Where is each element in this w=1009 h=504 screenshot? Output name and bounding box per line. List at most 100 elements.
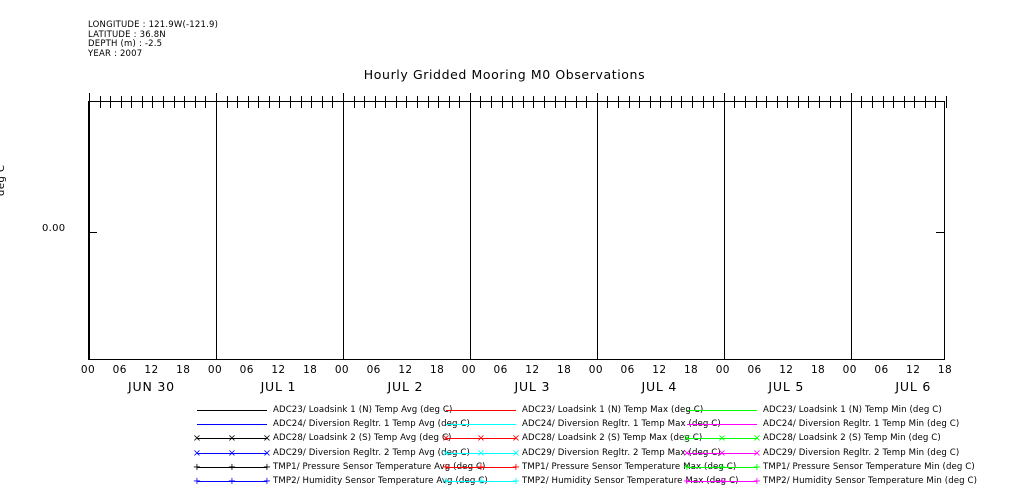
x-axis-tick (744, 102, 746, 108)
x-axis-tick (681, 96, 683, 102)
plus-marker-icon: + (476, 476, 486, 487)
x-axis-tick (448, 102, 450, 108)
x-axis-tick (543, 96, 545, 102)
x-axis-tick (713, 96, 715, 102)
legend-line-sample (197, 424, 267, 426)
x-axis-tick (914, 96, 916, 102)
cross-marker-icon: × (227, 447, 237, 459)
day-separator-line (342, 102, 344, 359)
x-axis-tick (533, 96, 535, 102)
x-axis-tick (702, 96, 704, 102)
x-axis-tick (141, 96, 143, 102)
x-axis-hour-label: 12 (652, 364, 667, 376)
legend-line-sample (687, 410, 757, 411)
x-axis-tick (290, 102, 292, 108)
x-axis-tick (311, 102, 313, 108)
plus-marker-icon: + (227, 461, 237, 473)
x-axis-tick (364, 96, 366, 102)
x-axis-tick (395, 96, 397, 102)
x-axis-tick (744, 96, 746, 102)
x-axis-tick (279, 96, 281, 102)
x-axis-hour-label: 00 (715, 364, 730, 376)
x-axis-tick (819, 102, 821, 108)
x-axis-tick (89, 93, 90, 102)
plus-marker-icon: + (752, 461, 762, 473)
x-axis-tick (205, 96, 207, 102)
x-axis-tick (131, 102, 133, 108)
x-axis-tick (893, 102, 895, 108)
x-axis-tick (385, 96, 387, 102)
x-axis-hour-label: 18 (430, 364, 445, 376)
x-axis-tick (586, 102, 588, 108)
chart-legend: ADC23/ Loadsink 1 (N) Temp Avg (deg C) AD… (193, 404, 997, 496)
day-separator-line (469, 102, 471, 359)
legend-line-sample (197, 466, 267, 468)
plus-marker-icon: + (262, 461, 272, 473)
legend-label: ADC24/ Diversion Regltr. 1 Temp Min (deg… (763, 419, 960, 430)
x-axis-tick (469, 93, 471, 102)
cross-marker-icon: × (717, 447, 727, 459)
cross-marker-icon: × (511, 433, 521, 445)
x-axis-tick (543, 102, 545, 108)
legend-label: ADC29/ Diversion Regltr. 2 Temp Max (deg… (522, 447, 721, 458)
x-axis-tick (427, 102, 429, 108)
x-axis-tick (776, 96, 778, 102)
x-axis-hour-label: 06 (493, 364, 508, 376)
legend-marker-group: × × × (442, 447, 520, 461)
y-axis-tick-label: 0.00 (42, 223, 66, 234)
x-axis-tick (501, 102, 503, 108)
chart-title: Hourly Gridded Mooring M0 Observations (363, 67, 646, 82)
legend-row: + + + TMP2/ Humidity Sensor Temperature Avg… (193, 475, 997, 489)
cross-marker-icon: × (441, 433, 451, 445)
cross-marker-icon: × (476, 447, 486, 459)
x-axis-tick (649, 96, 651, 102)
plus-marker-icon: + (441, 461, 451, 473)
x-axis-tick (512, 96, 514, 102)
x-axis-tick (776, 102, 778, 108)
x-axis-hour-label: 18 (557, 364, 572, 376)
x-axis-tick (205, 102, 207, 108)
plot-area (88, 93, 947, 360)
x-axis-tick (882, 102, 884, 108)
x-axis-hour-label: 12 (906, 364, 921, 376)
x-axis-tick (829, 102, 831, 108)
x-axis-hour-label: 06 (747, 364, 762, 376)
legend-label: TMP1/ Pressure Sensor Temperature Avg (d… (273, 461, 486, 472)
year-text: YEAR : 2007 (88, 48, 143, 59)
legend-line-sample (687, 466, 757, 468)
legend-marker-group: + + + (442, 475, 520, 489)
day-separator-line (723, 102, 725, 359)
x-axis-day-label: JUL 3 (514, 379, 551, 394)
x-axis-tick (226, 102, 228, 108)
x-axis-tick (194, 102, 196, 108)
x-axis-tick (713, 102, 715, 108)
legend-line-sample (197, 438, 267, 440)
legend-label: TMP2/ Humidity Sensor Temperature Avg (d… (273, 476, 488, 486)
x-axis-tick (565, 96, 567, 102)
x-axis-tick (618, 96, 619, 102)
x-axis-tick (141, 102, 143, 108)
x-axis-hour-label: 00 (334, 364, 350, 376)
x-axis-hour-label: 12 (398, 364, 413, 376)
x-axis-tick (914, 102, 916, 108)
x-axis-tick (660, 102, 662, 108)
x-axis-day-label: JUL 5 (768, 379, 805, 394)
x-axis-tick (607, 102, 609, 108)
legend-marker-group: × × × (683, 447, 761, 461)
x-axis-day-labels: JUN 30 JUL 1 JUL 2 JUL 3 JUL 4 JUL 5 JUL 6 (88, 379, 945, 394)
legend-label: ADC24/ Diversion Regltr. 1 Temp Avg (deg… (273, 419, 470, 430)
x-axis-tick (258, 96, 260, 102)
x-axis-tick (385, 102, 387, 108)
x-axis-tick (565, 102, 567, 108)
x-axis-hour-label: 00 (207, 364, 223, 376)
x-axis-tick (522, 102, 524, 108)
x-axis-tick (766, 102, 768, 108)
x-axis-hour-label: 00 (842, 364, 857, 376)
plus-marker-icon: + (682, 476, 692, 487)
legend-line-sample (687, 424, 757, 426)
x-axis-tick (406, 96, 408, 102)
x-axis-tick (416, 102, 418, 108)
x-axis-tick (829, 96, 831, 102)
x-axis-tick (692, 102, 694, 108)
x-axis-hour-label: 00 (461, 364, 476, 376)
